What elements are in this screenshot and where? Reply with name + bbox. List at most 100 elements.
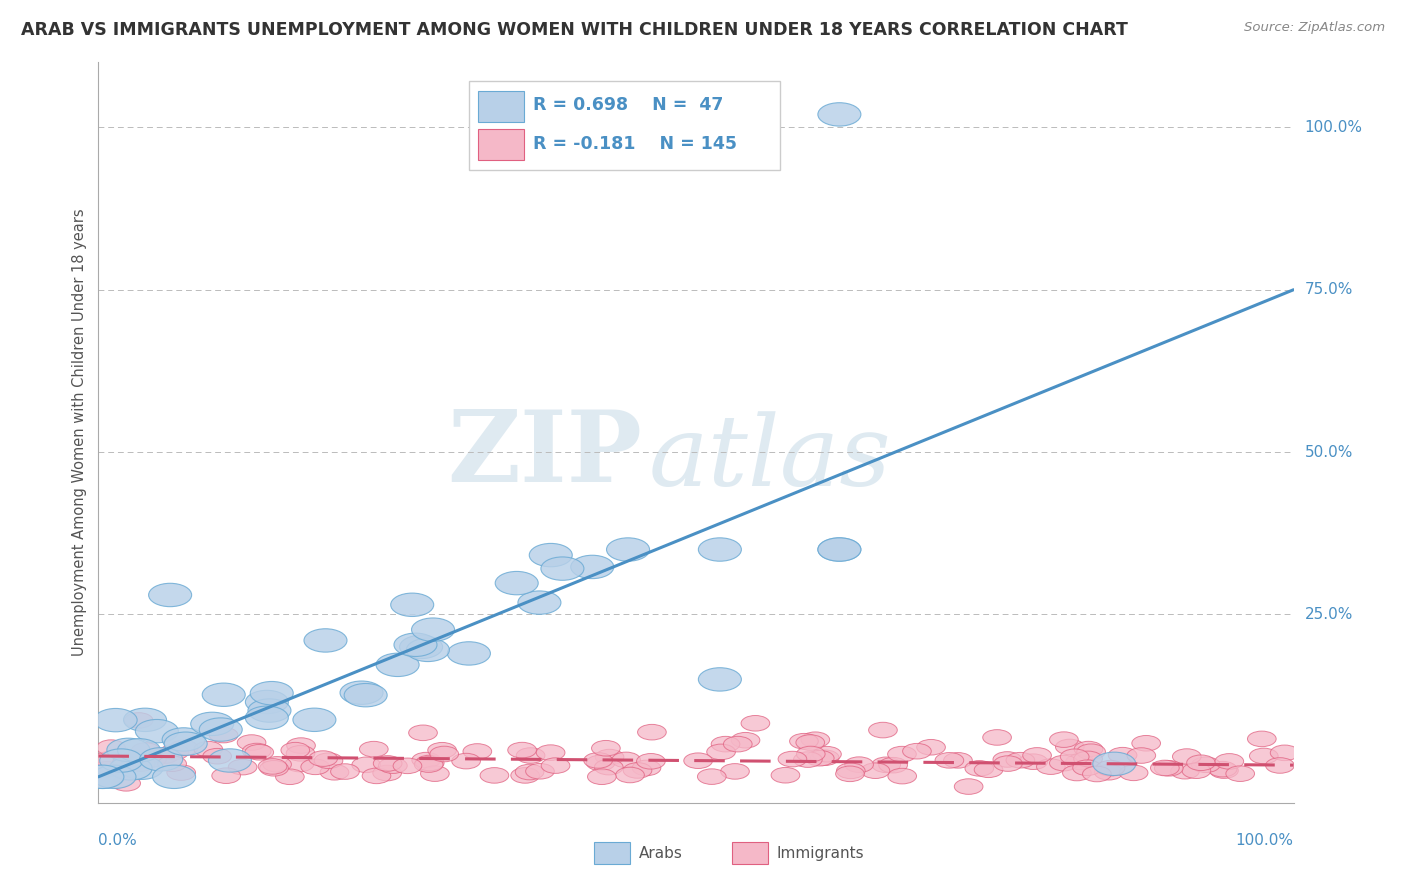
Circle shape [194, 741, 222, 757]
Circle shape [167, 764, 195, 780]
Circle shape [1182, 763, 1211, 779]
Text: Immigrants: Immigrants [776, 846, 863, 861]
Circle shape [276, 769, 304, 785]
Circle shape [124, 708, 166, 731]
Circle shape [983, 730, 1011, 745]
Circle shape [917, 739, 945, 755]
Circle shape [813, 747, 841, 762]
Circle shape [796, 735, 824, 750]
Circle shape [479, 768, 509, 783]
Text: R = -0.181    N = 145: R = -0.181 N = 145 [533, 135, 737, 153]
Circle shape [1247, 731, 1277, 747]
Circle shape [1074, 741, 1102, 757]
Circle shape [238, 735, 266, 750]
Circle shape [202, 683, 245, 706]
Circle shape [778, 751, 807, 767]
Circle shape [245, 745, 274, 760]
Circle shape [1074, 751, 1102, 767]
Circle shape [344, 683, 387, 706]
Circle shape [1092, 752, 1136, 775]
Circle shape [330, 764, 360, 780]
FancyBboxPatch shape [478, 129, 524, 161]
Circle shape [287, 738, 315, 754]
Circle shape [93, 762, 121, 777]
Circle shape [1083, 766, 1111, 781]
Circle shape [721, 764, 749, 780]
Circle shape [409, 725, 437, 740]
Circle shape [741, 715, 769, 731]
Circle shape [1049, 731, 1078, 747]
Circle shape [420, 766, 450, 781]
Circle shape [965, 761, 994, 776]
Circle shape [97, 739, 125, 756]
Circle shape [412, 752, 440, 768]
Circle shape [112, 775, 141, 791]
Text: 100.0%: 100.0% [1305, 120, 1362, 135]
Circle shape [606, 538, 650, 561]
Circle shape [406, 638, 450, 662]
Circle shape [683, 753, 713, 769]
Circle shape [135, 720, 179, 743]
Text: 0.0%: 0.0% [98, 833, 138, 848]
Circle shape [246, 690, 288, 714]
Circle shape [149, 583, 191, 607]
Circle shape [526, 764, 554, 779]
Circle shape [430, 747, 458, 762]
Circle shape [810, 750, 839, 765]
Circle shape [515, 764, 544, 780]
Circle shape [165, 732, 207, 756]
Circle shape [955, 779, 983, 795]
Circle shape [209, 727, 238, 743]
Circle shape [1060, 749, 1090, 764]
Circle shape [1094, 764, 1123, 780]
Circle shape [160, 744, 188, 760]
Circle shape [697, 769, 725, 784]
Circle shape [541, 557, 583, 581]
Circle shape [588, 769, 616, 785]
Circle shape [1171, 764, 1199, 779]
Circle shape [1150, 760, 1180, 776]
Circle shape [131, 743, 160, 758]
Text: atlas: atlas [648, 411, 891, 506]
Circle shape [1265, 757, 1295, 773]
Circle shape [1066, 754, 1094, 770]
Circle shape [887, 747, 917, 762]
Circle shape [595, 759, 623, 775]
Circle shape [118, 739, 160, 762]
Circle shape [623, 763, 652, 778]
Circle shape [1022, 747, 1052, 764]
Circle shape [1250, 748, 1278, 764]
Circle shape [415, 756, 443, 772]
Circle shape [586, 756, 614, 771]
Circle shape [247, 698, 291, 723]
Circle shape [1036, 759, 1066, 774]
Circle shape [1191, 757, 1220, 772]
Circle shape [94, 708, 138, 731]
Circle shape [352, 757, 381, 772]
Circle shape [212, 768, 240, 783]
FancyBboxPatch shape [733, 842, 768, 864]
Circle shape [373, 765, 402, 780]
Circle shape [616, 767, 644, 783]
Circle shape [592, 740, 620, 756]
Circle shape [529, 543, 572, 566]
Circle shape [1119, 765, 1147, 780]
Circle shape [200, 718, 242, 741]
Circle shape [321, 764, 349, 780]
Circle shape [463, 744, 492, 759]
Circle shape [281, 742, 309, 758]
Circle shape [879, 757, 907, 773]
Circle shape [301, 759, 329, 774]
Circle shape [1132, 736, 1160, 751]
Circle shape [292, 708, 336, 731]
Circle shape [287, 746, 315, 761]
Circle shape [835, 766, 865, 781]
Circle shape [120, 756, 163, 780]
Text: ZIP: ZIP [447, 407, 643, 503]
Circle shape [818, 538, 860, 561]
Circle shape [415, 756, 444, 771]
Text: 75.0%: 75.0% [1305, 282, 1353, 297]
Circle shape [169, 740, 198, 756]
Circle shape [541, 758, 569, 773]
Circle shape [94, 752, 122, 767]
